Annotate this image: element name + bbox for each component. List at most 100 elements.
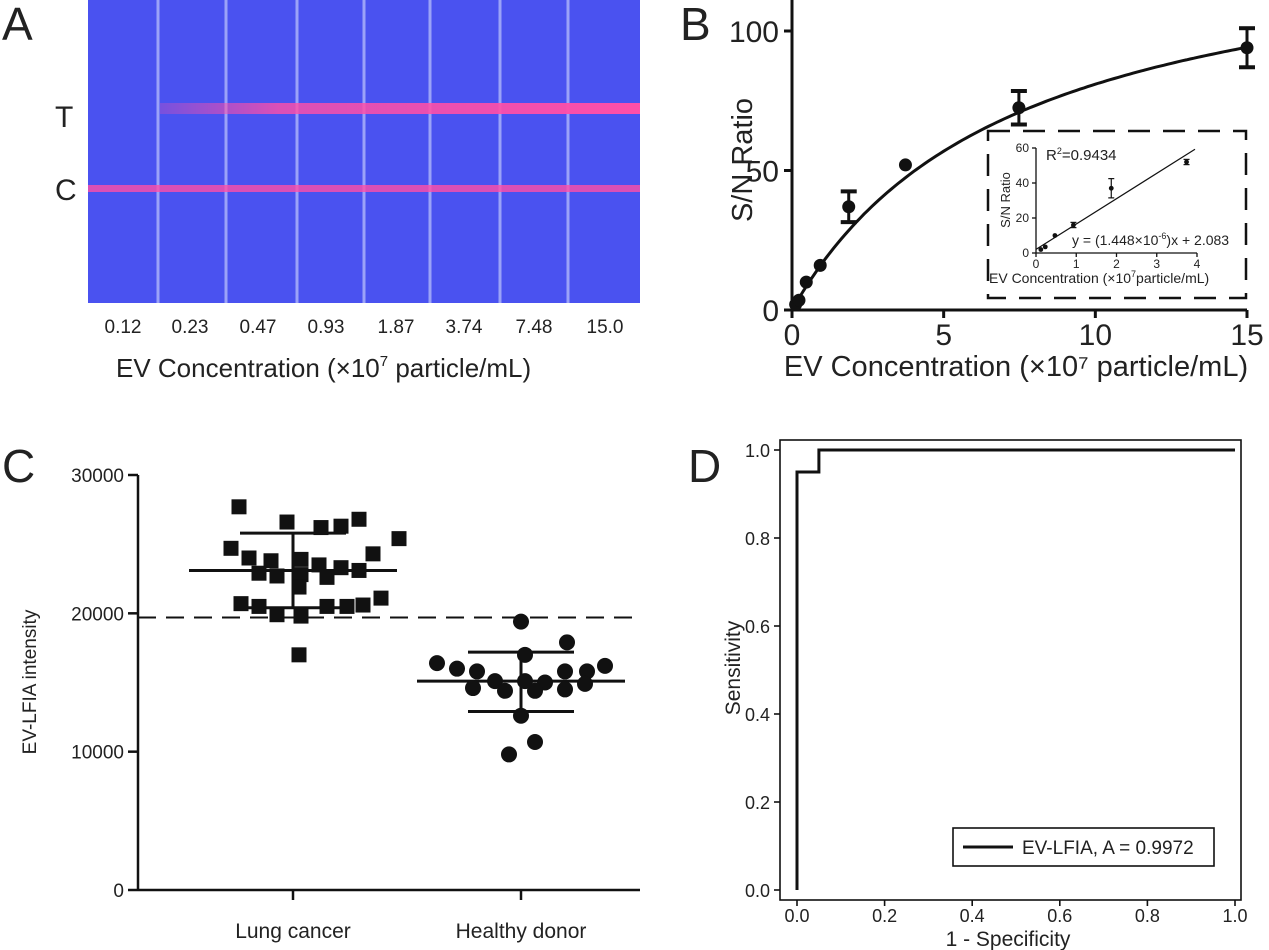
y-tick-label: 1.0 bbox=[745, 441, 770, 461]
data-point-circle bbox=[597, 657, 613, 674]
panel-a: A T C 0.12 0.23 0.47 0.93 1.87 3.74 7.48… bbox=[2, 0, 640, 383]
plot-frame bbox=[779, 439, 1242, 901]
inset-x-tick-label: 0 bbox=[1033, 257, 1040, 271]
inset-xlabel: EV Concentration (×107particle/mL) bbox=[989, 269, 1209, 286]
lane-label: 3.74 bbox=[446, 317, 483, 338]
y-tick-label: 20000 bbox=[71, 604, 124, 625]
data-point bbox=[842, 200, 856, 214]
y-tick-label: 10000 bbox=[71, 743, 124, 764]
data-point-circle bbox=[527, 733, 543, 750]
y-tick-label: 0.8 bbox=[745, 529, 770, 549]
lane-label: 15.0 bbox=[587, 317, 624, 338]
data-point-square bbox=[319, 598, 335, 614]
y-tick-label: 50 bbox=[746, 156, 779, 189]
panel-c-letter: C bbox=[2, 440, 35, 492]
y-tick-label: 0 bbox=[113, 881, 124, 902]
data-point bbox=[1240, 41, 1254, 55]
band-label-c: C bbox=[55, 174, 77, 207]
data-point-square bbox=[351, 511, 367, 527]
inset-x-tick-label: 4 bbox=[1194, 257, 1201, 271]
y-axis-label: Sensitivity bbox=[722, 620, 745, 715]
inset-y-tick-label: 60 bbox=[1016, 141, 1030, 155]
data-point-square bbox=[391, 531, 407, 547]
x-tick-label: 15 bbox=[1230, 319, 1263, 352]
data-point-circle bbox=[557, 663, 573, 680]
y-axis-label: S/N Ratio bbox=[727, 98, 759, 222]
data-point bbox=[799, 275, 813, 289]
data-point-square bbox=[293, 551, 309, 567]
data-point-square bbox=[355, 597, 371, 613]
panel-b-letter: B bbox=[680, 0, 711, 50]
lane-label: 0.93 bbox=[308, 317, 345, 338]
data-point-square bbox=[365, 546, 381, 562]
data-point-square bbox=[291, 579, 307, 595]
data-point bbox=[1012, 101, 1026, 115]
panel-d-letter: D bbox=[688, 440, 721, 492]
data-point-circle bbox=[579, 663, 595, 680]
data-point-square bbox=[351, 562, 367, 578]
lane-label: 1.87 bbox=[378, 317, 415, 338]
inset-fit-line bbox=[1035, 148, 1196, 250]
data-point-circle bbox=[513, 707, 529, 724]
data-point bbox=[898, 158, 912, 172]
x-tick-label: 0.0 bbox=[784, 906, 809, 926]
data-point-square bbox=[269, 568, 285, 584]
inset-data-point bbox=[1108, 185, 1114, 191]
x-tick-label: 0.4 bbox=[960, 906, 985, 926]
inset-data-point bbox=[1071, 222, 1076, 228]
data-point-square bbox=[333, 518, 349, 534]
data-point bbox=[792, 293, 806, 307]
data-point-square bbox=[311, 557, 327, 573]
inset-y-tick-label: 0 bbox=[1022, 246, 1029, 260]
data-point-circle bbox=[469, 663, 485, 680]
x-tick-label: 10 bbox=[1079, 319, 1112, 352]
data-point bbox=[813, 258, 827, 272]
inset-x-tick-label: 1 bbox=[1073, 257, 1080, 271]
data-point-circle bbox=[497, 682, 513, 699]
y-tick-label: 100 bbox=[729, 16, 779, 49]
inset-y-tick-label: 40 bbox=[1016, 176, 1030, 190]
data-point-square bbox=[241, 550, 257, 566]
y-tick-label: 0.4 bbox=[745, 705, 770, 725]
data-point-square bbox=[223, 540, 239, 556]
inset-data-point bbox=[1052, 233, 1058, 238]
data-point-square bbox=[333, 560, 349, 576]
legend-label: EV-LFIA, A = 0.9972 bbox=[1022, 838, 1194, 859]
data-point-circle bbox=[559, 634, 575, 651]
data-point-square bbox=[339, 598, 355, 614]
data-point-circle bbox=[429, 655, 445, 672]
y-tick-label: 0 bbox=[762, 295, 779, 328]
data-point-circle bbox=[557, 681, 573, 698]
data-point-square bbox=[233, 596, 249, 612]
y-tick-label: 0.6 bbox=[745, 617, 770, 637]
data-point-circle bbox=[487, 673, 503, 690]
y-tick-label: 0.0 bbox=[745, 881, 770, 901]
x-tick-label: 0.8 bbox=[1135, 906, 1160, 926]
category-label: Lung cancer bbox=[235, 920, 351, 943]
data-point-square bbox=[269, 607, 285, 623]
x-tick-label: 0.6 bbox=[1047, 906, 1072, 926]
data-point-circle bbox=[517, 646, 533, 663]
data-point-square bbox=[313, 520, 329, 536]
band-label-t: T bbox=[55, 101, 73, 134]
inset-data-point bbox=[1184, 159, 1189, 165]
y-tick-label: 0.2 bbox=[745, 793, 770, 813]
data-point-square bbox=[279, 514, 295, 530]
panel-c: C 0 10000 20000 30000 Lung cancer Healthy don… bbox=[2, 440, 640, 943]
inset-y-tick-label: 20 bbox=[1016, 211, 1030, 225]
data-point-square bbox=[373, 590, 389, 606]
data-point-square bbox=[293, 567, 309, 583]
x-axis-label: 1 - Specificity bbox=[946, 928, 1071, 950]
data-point-circle bbox=[577, 675, 593, 692]
data-point-circle bbox=[465, 680, 481, 697]
data-point-circle bbox=[501, 746, 517, 763]
test-line-band bbox=[160, 103, 640, 114]
data-point-square bbox=[319, 569, 335, 585]
inset-r2-label: R2=0.9434 bbox=[1046, 146, 1117, 164]
panel-a-xlabel: EV Concentration (×107 particle/mL) bbox=[116, 353, 531, 383]
x-axis-label: EV Concentration (×10⁷ particle/mL) bbox=[784, 351, 1248, 383]
strip-lane-dividers bbox=[156, 0, 570, 303]
lane-label: 0.12 bbox=[105, 317, 142, 338]
data-point-square bbox=[231, 499, 247, 515]
inset-x-tick-label: 2 bbox=[1113, 257, 1120, 271]
